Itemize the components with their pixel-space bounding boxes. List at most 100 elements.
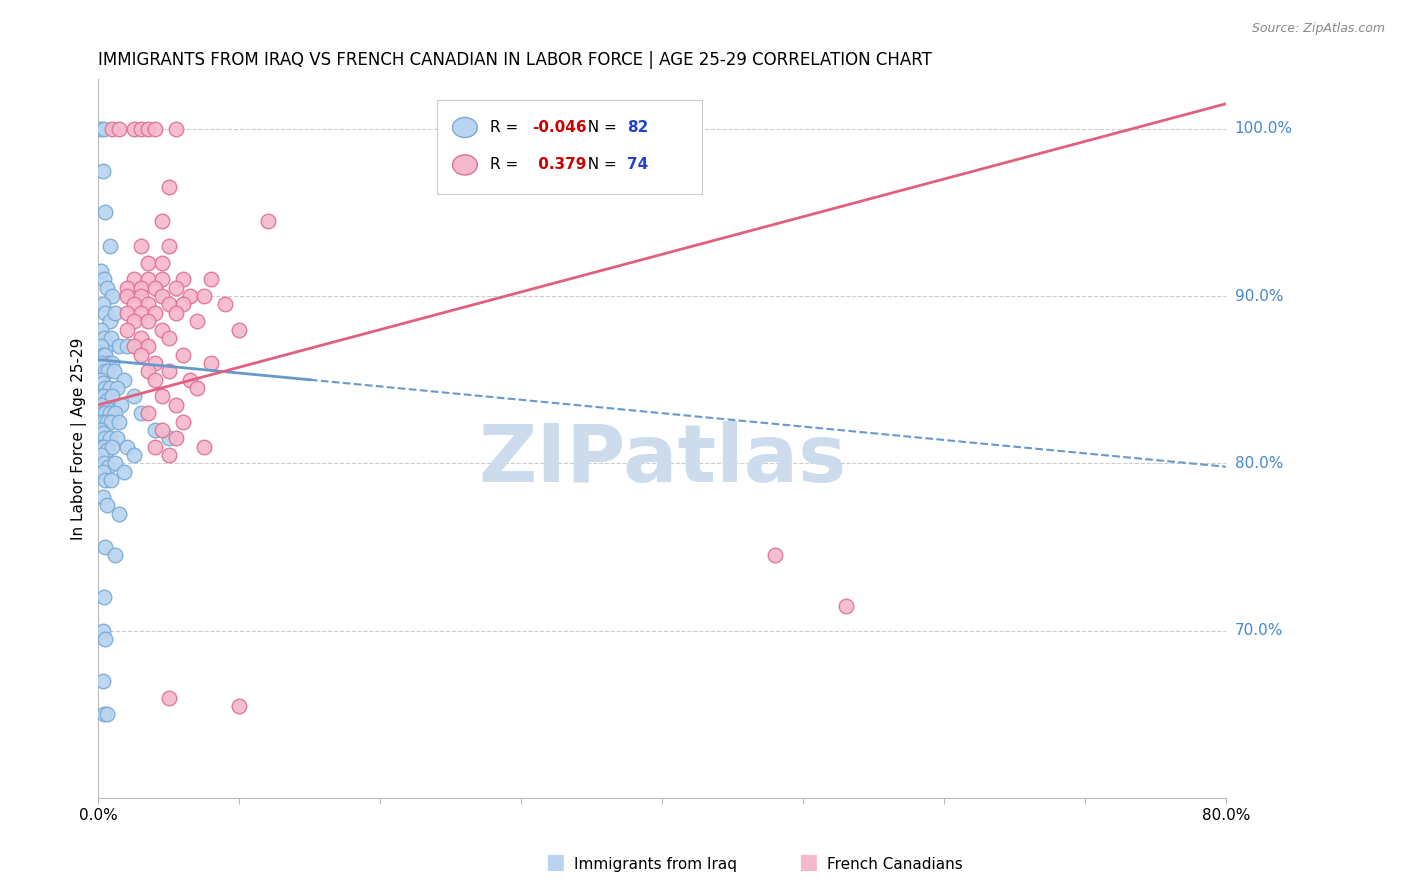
Text: R =: R =	[489, 157, 523, 172]
Text: 90.0%: 90.0%	[1234, 289, 1284, 303]
Point	[228, 322, 250, 336]
Text: 82: 82	[627, 120, 648, 135]
Point	[93, 389, 115, 403]
Point	[129, 289, 152, 303]
Point	[93, 440, 115, 454]
Point	[90, 415, 112, 429]
Point	[94, 431, 117, 445]
Point	[136, 121, 159, 136]
Text: 74: 74	[627, 157, 648, 172]
Point	[100, 331, 122, 345]
Point	[172, 348, 194, 362]
Text: ■: ■	[546, 853, 565, 872]
Text: 0.379: 0.379	[533, 157, 586, 172]
Point	[97, 459, 120, 474]
Text: 80.0%: 80.0%	[1234, 456, 1282, 471]
Point	[108, 121, 131, 136]
Point	[97, 356, 120, 370]
Text: N =: N =	[578, 157, 621, 172]
Point	[108, 339, 131, 353]
Point	[93, 331, 115, 345]
Point	[91, 465, 114, 479]
Point	[98, 239, 121, 253]
Point	[104, 457, 127, 471]
Point	[165, 398, 187, 412]
Point	[834, 599, 856, 613]
Point	[90, 339, 112, 353]
Point	[200, 272, 222, 286]
Point	[91, 490, 114, 504]
Point	[98, 314, 121, 328]
Point	[93, 415, 115, 429]
Point	[91, 406, 114, 420]
Text: ZIPatlas: ZIPatlas	[478, 421, 846, 499]
Point	[101, 289, 124, 303]
Point	[136, 255, 159, 269]
Point	[150, 389, 173, 403]
Point	[122, 297, 145, 311]
Text: IMMIGRANTS FROM IRAQ VS FRENCH CANADIAN IN LABOR FORCE | AGE 25-29 CORRELATION C: IMMIGRANTS FROM IRAQ VS FRENCH CANADIAN …	[98, 51, 932, 69]
Point	[186, 314, 208, 328]
Point	[93, 121, 115, 136]
Point	[96, 415, 118, 429]
Point	[96, 281, 118, 295]
Point	[93, 707, 115, 722]
Point	[91, 163, 114, 178]
Point	[129, 331, 152, 345]
Point	[100, 473, 122, 487]
Point	[122, 121, 145, 136]
Point	[122, 272, 145, 286]
Point	[157, 331, 180, 345]
Point	[90, 423, 112, 437]
Point	[136, 297, 159, 311]
Point	[90, 389, 112, 403]
Y-axis label: In Labor Force | Age 25-29: In Labor Force | Age 25-29	[72, 337, 87, 540]
Text: 70.0%: 70.0%	[1234, 624, 1282, 639]
Point	[136, 339, 159, 353]
FancyBboxPatch shape	[437, 100, 702, 194]
Point	[112, 373, 135, 387]
Point	[96, 707, 118, 722]
Text: 100.0%: 100.0%	[1234, 121, 1292, 136]
Ellipse shape	[453, 155, 477, 175]
Point	[129, 406, 152, 420]
Point	[122, 339, 145, 353]
Point	[101, 121, 124, 136]
Point	[165, 281, 187, 295]
Point	[200, 356, 222, 370]
Point	[96, 498, 118, 512]
Point	[108, 415, 131, 429]
Point	[122, 314, 145, 328]
Point	[136, 314, 159, 328]
Point	[101, 356, 124, 370]
Point	[90, 121, 112, 136]
Point	[105, 431, 128, 445]
Point	[91, 624, 114, 638]
Point	[104, 306, 127, 320]
Point	[96, 392, 118, 407]
Point	[193, 440, 215, 454]
Point	[93, 272, 115, 286]
Point	[90, 398, 112, 412]
Point	[96, 339, 118, 353]
Point	[93, 591, 115, 605]
Point	[122, 448, 145, 462]
Point	[165, 431, 187, 445]
Point	[94, 364, 117, 378]
Point	[179, 289, 201, 303]
Point	[165, 306, 187, 320]
Point	[150, 272, 173, 286]
Point	[157, 690, 180, 705]
Point	[510, 121, 533, 136]
Point	[150, 255, 173, 269]
Point	[90, 264, 112, 278]
Point	[98, 406, 121, 420]
Point	[90, 440, 112, 454]
Point	[157, 239, 180, 253]
Point	[115, 306, 138, 320]
Point	[91, 673, 114, 688]
Point	[157, 448, 180, 462]
Point	[143, 281, 166, 295]
Point	[108, 507, 131, 521]
Text: ■: ■	[799, 853, 818, 872]
